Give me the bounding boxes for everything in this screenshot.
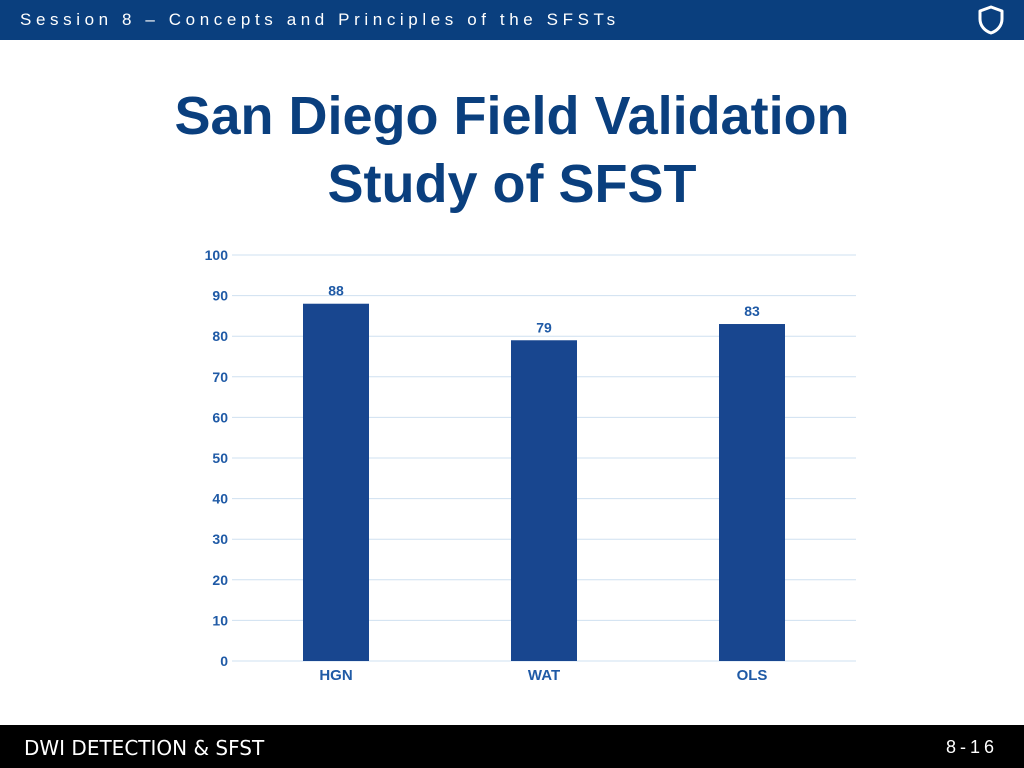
header-bar: Session 8 – Concepts and Principles of t… bbox=[0, 0, 1024, 40]
slide-title: San Diego Field Validation Study of SFST bbox=[0, 82, 1024, 218]
x-tick-label: HGN bbox=[319, 667, 352, 684]
bar bbox=[511, 340, 577, 661]
slide-title-line-1: San Diego Field Validation bbox=[174, 86, 850, 146]
page-number: 8-16 bbox=[945, 737, 998, 757]
x-tick-label: WAT bbox=[528, 667, 560, 684]
bar bbox=[303, 303, 369, 661]
data-label: 79 bbox=[536, 319, 552, 335]
footer-bar: DWI DETECTION & SFST 8-16 bbox=[0, 725, 1024, 768]
data-label: 88 bbox=[328, 283, 344, 299]
y-tick-label: 50 bbox=[212, 450, 228, 466]
footer-title: DWI DETECTION & SFST bbox=[24, 736, 265, 760]
y-tick-label: 40 bbox=[212, 491, 228, 507]
y-tick-label: 0 bbox=[220, 653, 228, 669]
slide-title-line-2: Study of SFST bbox=[327, 154, 697, 214]
y-tick-label: 70 bbox=[212, 369, 228, 385]
bar bbox=[719, 324, 785, 661]
y-tick-label: 30 bbox=[212, 531, 228, 547]
data-label: 83 bbox=[744, 303, 760, 319]
y-tick-label: 10 bbox=[212, 612, 228, 628]
y-tick-label: 60 bbox=[212, 409, 228, 425]
session-title: Session 8 – Concepts and Principles of t… bbox=[20, 10, 620, 29]
shield-icon bbox=[978, 5, 1004, 35]
y-tick-label: 90 bbox=[212, 288, 228, 304]
x-tick-label: OLS bbox=[737, 667, 768, 684]
y-tick-label: 20 bbox=[212, 572, 228, 588]
y-tick-label: 80 bbox=[212, 328, 228, 344]
y-tick-label: 100 bbox=[205, 247, 229, 263]
